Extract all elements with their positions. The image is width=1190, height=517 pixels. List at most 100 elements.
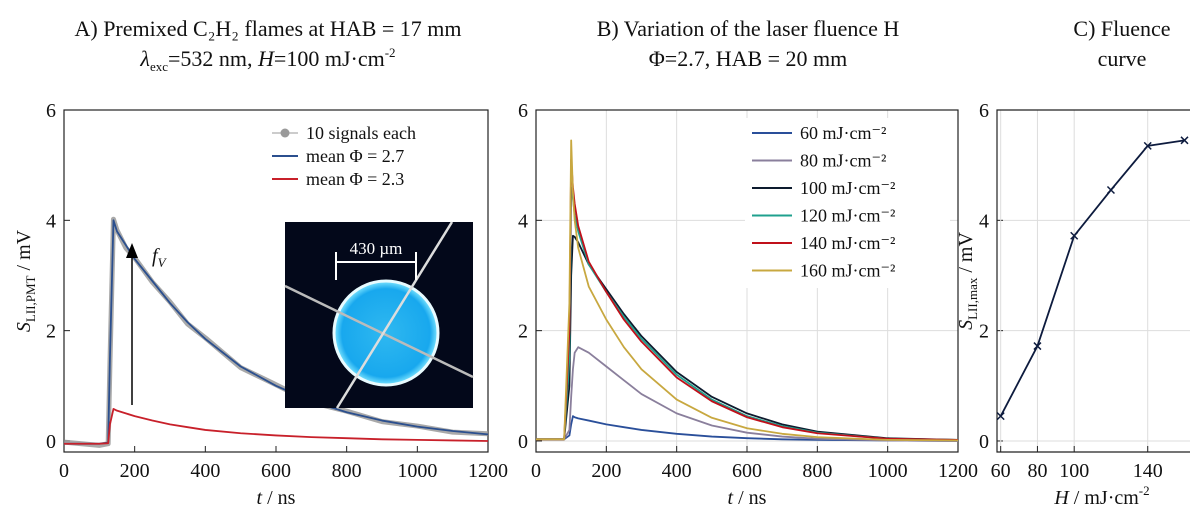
inset-label-bg (340, 238, 412, 258)
y-tick-label: 2 (518, 321, 528, 343)
subtitle-part: -2 (385, 45, 396, 60)
label-part: / ns (262, 487, 296, 509)
x-tick-label: 100 (1059, 460, 1089, 482)
label-part: LII,PMT (23, 275, 38, 322)
x-tick-label: 1000 (397, 460, 437, 482)
data-line (999, 139, 1185, 417)
inset-spot (332, 279, 440, 387)
axes-box (63, 109, 489, 453)
y-tick-label: 6 (518, 100, 528, 122)
subtitle-part: λ (139, 46, 150, 71)
inset-label: 430 µm (350, 239, 403, 258)
y-tick-label: 2 (46, 321, 56, 343)
x-tick-label: 1000 (868, 460, 908, 482)
series-group (536, 139, 958, 442)
x-tick-label: 1200 (468, 460, 508, 482)
inset-line (284, 284, 474, 379)
y-axis-label: SLII,max / mV (955, 232, 980, 330)
data-marker (997, 412, 1005, 421)
data-line (536, 346, 958, 442)
series-group (997, 136, 1189, 421)
chart-title: B) Variation of the laser fluence H (597, 16, 900, 41)
x-tick-label: 140 (1133, 460, 1163, 482)
x-tick-label: 60 (991, 460, 1011, 482)
chart-subtitle: λexc=532 nm, H=100 mJ·cm-2 (139, 45, 395, 74)
arrow-head (126, 243, 138, 258)
label-part: / ns (733, 487, 767, 509)
legend-label: 80 mJ·cm⁻² (800, 151, 886, 171)
legend-label: 160 mJ·cm⁻² (800, 261, 895, 281)
data-line (536, 139, 958, 442)
legend-label: mean Φ = 2.7 (306, 146, 404, 166)
x-tick-label: 800 (802, 460, 832, 482)
x-axis-label: H / mJ·cm-2 (1053, 483, 1149, 509)
y-tick-label: 0 (46, 431, 56, 453)
x-tick-label: 0 (59, 460, 69, 482)
panel: 0 2 4 6 0 200 400 600 800 1000 1200 60 mJ·cm⁻² 80 mJ… (518, 100, 978, 482)
x-tick-label: 1200 (938, 460, 978, 482)
label-part: / mJ·cm (1069, 487, 1139, 509)
y-axis-label: SLII,PMT / mV (13, 229, 38, 332)
legend-label: 60 mJ·cm⁻² (800, 123, 886, 143)
chart-title: A) Premixed C₂H₂ flames at HAB = 17 mm (74, 16, 461, 41)
legend-label: 100 mJ·cm⁻² (800, 178, 895, 198)
x-tick-label: 0 (531, 460, 541, 482)
label-part: H (1053, 487, 1070, 509)
x-tick-label: 800 (332, 460, 362, 482)
panel: 0 2 4 6 60 80 100 140 (979, 100, 1190, 482)
x-tick-label: 600 (732, 460, 762, 482)
panel: 0 2 4 6 0 200 400 600 800 1000 1200 10 signals each… (46, 100, 508, 482)
x-tick-label: 600 (261, 460, 291, 482)
x-tick-label: 80 (1027, 460, 1047, 482)
chart-subtitle: curve (1098, 46, 1147, 71)
y-tick-label: 4 (979, 210, 989, 232)
data-marker (1106, 185, 1115, 195)
label-part: V (158, 255, 168, 270)
label-part: -2 (1139, 483, 1150, 498)
subtitle-part: exc (150, 59, 168, 74)
inset-line (335, 221, 454, 409)
x-axis-label: t / ns (257, 487, 296, 509)
label-part: f (152, 245, 160, 267)
legend-label: 140 mJ·cm⁻² (800, 233, 895, 253)
label-part: LII,max (965, 277, 980, 320)
chart-title: C) Fluence (1073, 16, 1170, 41)
label-part: t (728, 487, 734, 509)
label-part: / mV (955, 232, 977, 278)
data-line (536, 415, 958, 442)
legend-marker (280, 128, 290, 138)
y-tick-label: 0 (518, 431, 528, 453)
y-tick-label: 2 (979, 321, 989, 343)
data-marker (1180, 136, 1189, 145)
series-group (64, 216, 488, 448)
label-part: S (955, 320, 977, 330)
data-marker (1070, 231, 1079, 240)
y-tick-label: 6 (46, 100, 56, 122)
legend-label: mean Φ = 2.3 (306, 169, 404, 189)
data-line (64, 219, 488, 445)
inset-image: 430 µm (284, 221, 474, 409)
chart-subtitle: Φ=2.7, HAB = 20 mm (649, 46, 848, 71)
legend-label: 10 signals each (306, 123, 416, 143)
y-tick-label: 0 (979, 431, 989, 453)
arrow-label: fV (152, 245, 168, 270)
x-axis-label: t / ns (728, 487, 767, 509)
label-part: t (257, 487, 263, 509)
legend-label: 120 mJ·cm⁻² (800, 206, 895, 226)
y-tick-label: 4 (46, 210, 56, 232)
x-tick-label: 200 (591, 460, 621, 482)
x-tick-label: 400 (662, 460, 692, 482)
x-tick-label: 200 (120, 460, 150, 482)
y-tick-label: 6 (979, 100, 989, 122)
label-part: S (13, 322, 35, 332)
label-part: / mV (13, 229, 35, 275)
data-marker (1033, 342, 1042, 351)
axes-box (535, 109, 959, 453)
subtitle-part: =100 mJ·cm (274, 46, 385, 71)
data-line (64, 408, 488, 445)
subtitle-part: =532 nm, (168, 46, 258, 71)
legend-background (745, 118, 950, 288)
y-tick-label: 4 (518, 210, 528, 232)
